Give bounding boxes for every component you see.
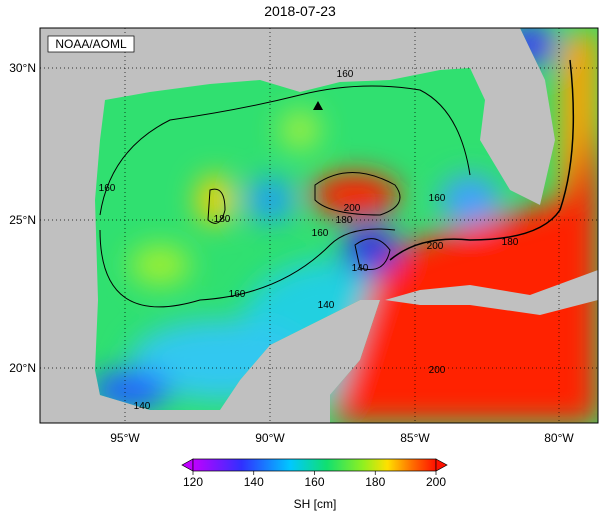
lat-label: 30°N <box>9 61 36 75</box>
contour-label: 180 <box>502 237 519 248</box>
contour-label: 160 <box>337 69 354 80</box>
colorbar-tick-label: 180 <box>365 475 385 489</box>
lat-label: 25°N <box>9 213 36 227</box>
contour-label: 200 <box>427 241 444 252</box>
contour-label: 200 <box>344 203 361 214</box>
lon-labels: 95°W 90°W 85°W 80°W <box>110 431 574 445</box>
contour-labels: 160 160 180 160 160 180 200 140 140 160 … <box>99 69 519 412</box>
contour-label: 180 <box>336 215 353 226</box>
credit: NOAA/AOML <box>55 37 127 51</box>
contour-label: 140 <box>352 263 369 274</box>
contour-label: 180 <box>214 214 231 225</box>
title: 2018-07-23 <box>264 3 336 19</box>
colorbar-tick-label: 160 <box>304 475 324 489</box>
lon-label: 80°W <box>544 431 574 445</box>
credit-box <box>47 35 135 53</box>
graticule <box>40 28 598 423</box>
colorbar <box>192 458 437 472</box>
map-frame <box>39 27 599 424</box>
station-marker <box>313 101 323 110</box>
cuba <box>385 270 598 315</box>
contour-label: 160 <box>229 289 246 300</box>
contour-label: 160 <box>99 183 116 194</box>
contour-label: 200 <box>429 365 446 376</box>
colorbar-tick-label: 200 <box>426 475 446 489</box>
colorbar-tick-label: 140 <box>244 475 264 489</box>
colorbar-label: SH [cm] <box>294 497 337 511</box>
lat-label: 20°N <box>9 361 36 375</box>
lon-label: 85°W <box>400 431 430 445</box>
contour-label: 160 <box>429 193 446 204</box>
colorbar-max-arrow <box>435 458 448 472</box>
lon-label: 90°W <box>255 431 285 445</box>
lon-label: 95°W <box>110 431 140 445</box>
colorbar-min-arrow <box>181 458 194 472</box>
colorbar-tick-label: 120 <box>183 475 203 489</box>
lat-labels: 30°N 25°N 20°N <box>9 61 36 375</box>
contour-label: 160 <box>312 228 329 239</box>
contour-label: 140 <box>318 300 335 311</box>
contour-label: 140 <box>134 401 151 412</box>
